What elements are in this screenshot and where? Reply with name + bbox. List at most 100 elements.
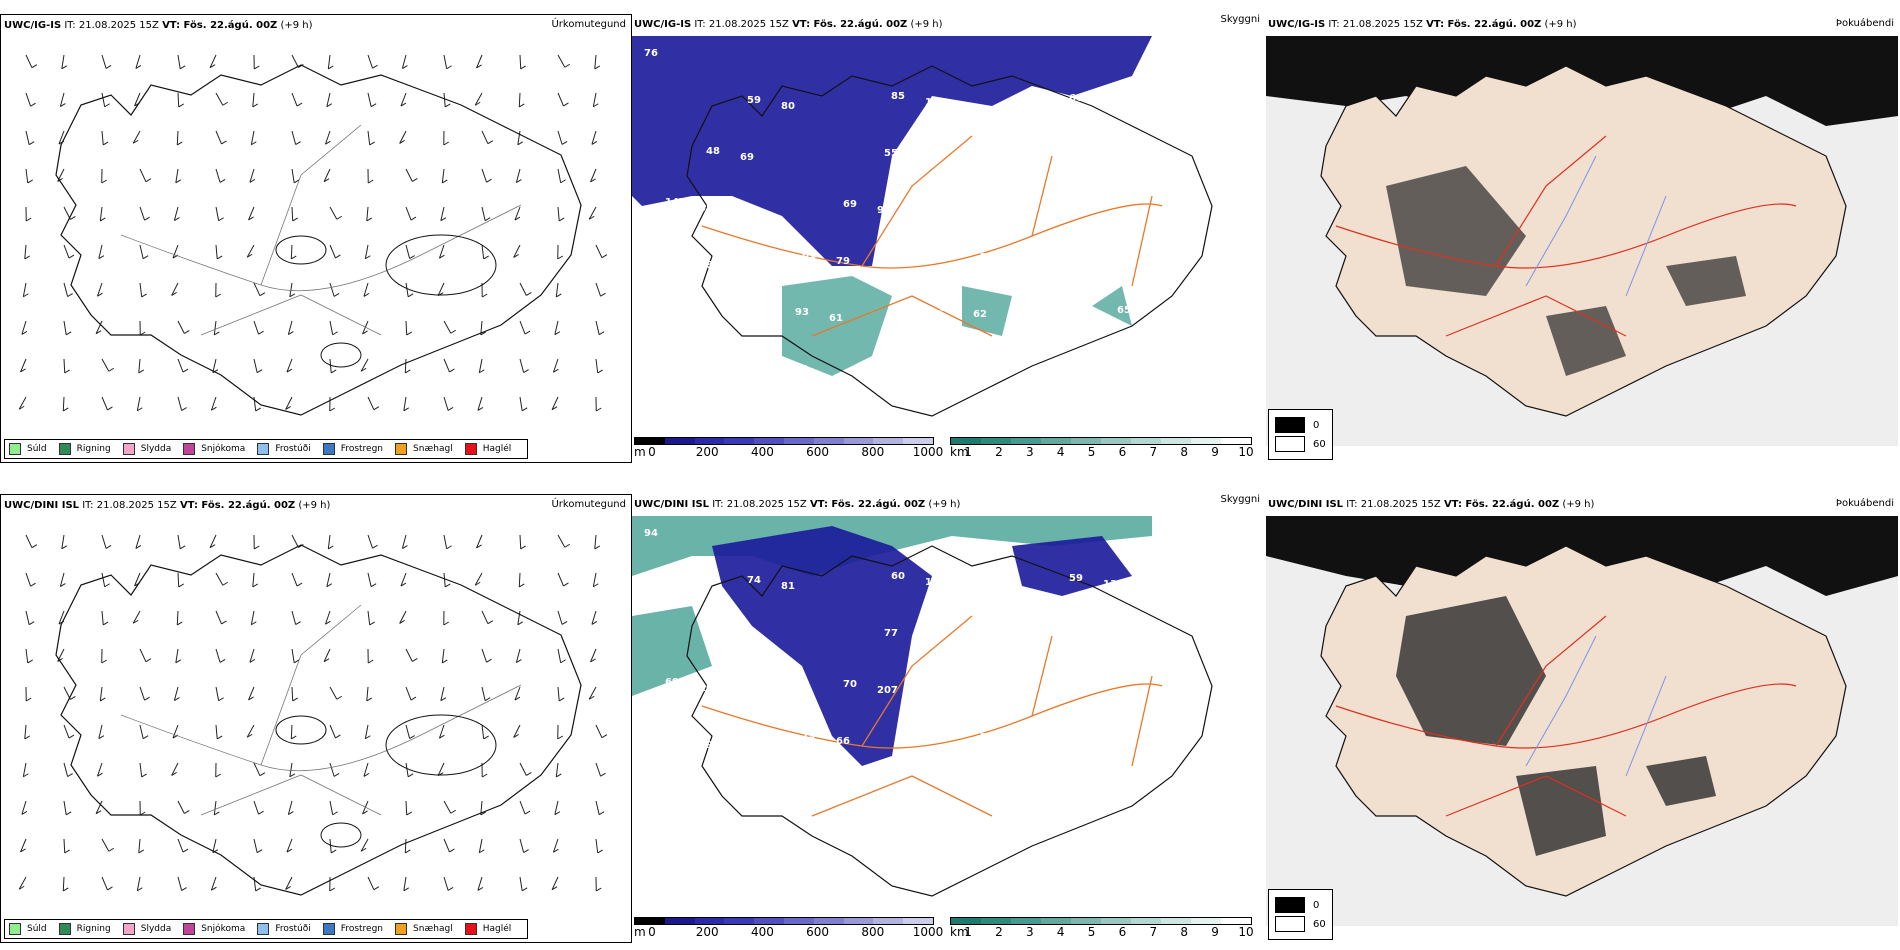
wind-barb-tick (286, 848, 293, 853)
precip-legend-item: Snjókoma (183, 443, 245, 455)
wind-barb-icon (401, 534, 407, 549)
wind-barb-tick (373, 406, 380, 411)
wind-barb-icon (98, 724, 103, 739)
wind-barb-icon (329, 206, 338, 220)
wind-barb-tick (326, 583, 333, 588)
iceland-coastline (686, 65, 1213, 417)
wind-barb-tick (439, 734, 445, 739)
wind-barb-tick (601, 254, 608, 259)
wind-barb-tick (64, 369, 70, 374)
wind-barb-icon (25, 610, 30, 625)
wind-barb-tick (246, 733, 253, 738)
wind-barb-tick (365, 735, 371, 740)
wind-barb-tick (564, 543, 571, 548)
wind-barb-icon (443, 800, 452, 814)
wind-barb-icon (557, 168, 562, 183)
visibility-value-label: 107 (699, 683, 720, 694)
wind-barb-tick (61, 65, 68, 70)
wind-barb-icon (58, 130, 65, 145)
wind-barb-tick (487, 140, 494, 145)
wind-barb-tick (104, 103, 110, 108)
precip-legend-item: Haglél (464, 443, 511, 455)
wind-barb-tick (145, 658, 152, 663)
wind-barb-icon (438, 244, 445, 259)
wind-barb-tick (95, 330, 102, 335)
wind-barb-tick (399, 140, 405, 144)
visibility-value-label: 62 (754, 358, 768, 369)
wind-barb-tick (25, 697, 32, 702)
wind-barb-icon (291, 168, 295, 183)
wind-barb-tick (171, 292, 177, 296)
wind-barb-icon (18, 396, 27, 410)
wind-barb-icon (367, 92, 372, 107)
colorbar-tick-label: 3 (1026, 445, 1034, 459)
glacier-outline (275, 235, 327, 265)
wind-barb-icon (139, 686, 146, 701)
wind-barb-icon (519, 282, 527, 296)
legend-swatch (1275, 916, 1305, 932)
wind-barb-tick (108, 367, 115, 372)
glacier-outline (385, 234, 497, 296)
wind-barb-tick (100, 217, 106, 222)
wind-barb-tick (252, 583, 259, 588)
colorbar-segment (1131, 918, 1161, 924)
colorbar-tick-label: 800 (861, 925, 885, 939)
legend-label: 60 (1313, 918, 1326, 930)
wind-barb-icon (363, 762, 369, 777)
wind-barb-tick (142, 255, 149, 260)
wind-barb-icon (594, 54, 597, 69)
wind-barb-tick (65, 331, 72, 336)
visibility-value-label: 154 (802, 730, 823, 741)
wind-barb-tick (590, 178, 596, 183)
wind-barb-icon (20, 838, 27, 853)
wind-barb-tick (24, 255, 31, 260)
visibility-value-label: 159 (692, 740, 713, 751)
wind-barb-icon (291, 572, 298, 587)
wind-barb-tick (105, 64, 112, 69)
wind-barb-tick (362, 330, 368, 335)
colorbar-segment (724, 918, 755, 924)
precip-legend-item: Rigning (58, 923, 111, 935)
wind-barb-icon (285, 396, 293, 410)
colorbar-tick-label: 3 (1026, 925, 1034, 939)
visibility-value-label: 81 (754, 838, 768, 849)
wind-barb-icon (519, 396, 523, 411)
model-name: UWC/DINI ISL (4, 500, 80, 511)
wind-barb-tick (285, 886, 291, 890)
model-name: UWC/IG-IS (1268, 19, 1326, 30)
wind-barb-icon (177, 876, 183, 891)
legend-swatch (395, 443, 408, 455)
wind-barb-icon (253, 358, 258, 373)
wind-barb-tick (486, 658, 492, 663)
wind-barb-tick (600, 772, 606, 777)
wind-barb-tick (372, 544, 378, 549)
wind-barb-icon (552, 358, 559, 373)
wind-barb-tick (256, 369, 263, 374)
init-time: IT: 21.08.2025 15Z (1346, 499, 1441, 510)
wind-barb-tick (95, 810, 102, 815)
wind-barb-tick (209, 64, 216, 69)
wind-barb-tick (60, 103, 66, 107)
colorbar-m-unit: m (634, 925, 646, 939)
wind-barb-icon (63, 244, 70, 259)
wind-barb-tick (214, 811, 220, 816)
visibility-value-label: 63 (966, 366, 980, 377)
wind-barb-tick (516, 659, 522, 663)
wind-barb-tick (135, 544, 142, 549)
wind-barb-tick (484, 217, 491, 222)
wind-barb-icon (63, 800, 67, 815)
wind-barb-icon (173, 686, 179, 701)
wind-barb-tick (179, 65, 186, 70)
colorbar-tick-label: 600 (806, 925, 830, 939)
wind-barb-tick (440, 217, 447, 222)
wind-barb-icon (212, 838, 217, 853)
wind-barb-tick (177, 141, 183, 146)
wind-barb-icon (215, 686, 220, 701)
wind-barb-tick (405, 369, 411, 374)
precip-legend-item: Slydda (122, 443, 171, 455)
wind-barb-tick (553, 368, 559, 373)
colorbar-segment (664, 438, 695, 444)
wind-barb-icon (291, 534, 299, 548)
wind-barb-icon (554, 320, 559, 335)
wind-barb-tick (557, 255, 564, 260)
